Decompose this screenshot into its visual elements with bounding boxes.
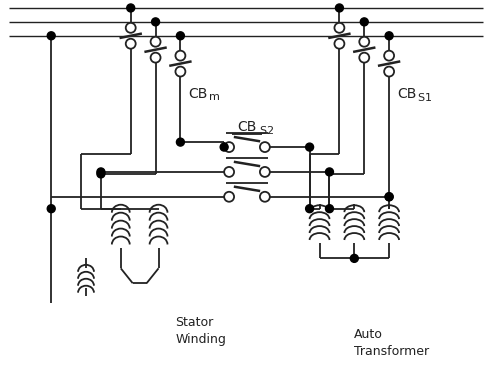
Text: Stator
Winding: Stator Winding (176, 316, 226, 346)
Circle shape (384, 67, 394, 76)
Circle shape (385, 32, 393, 40)
Circle shape (224, 167, 234, 177)
Circle shape (260, 142, 270, 152)
Circle shape (385, 193, 393, 201)
Circle shape (176, 51, 185, 61)
Circle shape (224, 142, 234, 152)
Circle shape (97, 170, 105, 178)
Text: $\mathregular{m}$: $\mathregular{m}$ (208, 92, 220, 102)
Circle shape (126, 39, 136, 49)
Circle shape (152, 18, 159, 26)
Circle shape (306, 205, 313, 213)
Circle shape (177, 138, 184, 146)
Circle shape (359, 37, 369, 47)
Circle shape (97, 168, 105, 176)
Circle shape (335, 23, 344, 33)
Circle shape (224, 192, 234, 202)
Circle shape (326, 205, 334, 213)
Text: $\mathregular{S2}$: $\mathregular{S2}$ (259, 124, 274, 136)
Circle shape (127, 4, 135, 12)
Circle shape (360, 18, 368, 26)
Circle shape (126, 23, 136, 33)
Text: CB: CB (237, 120, 256, 134)
Circle shape (177, 32, 184, 40)
Circle shape (335, 39, 344, 49)
Circle shape (47, 32, 55, 40)
Circle shape (260, 192, 270, 202)
Circle shape (47, 205, 55, 213)
Text: CB: CB (397, 87, 416, 101)
Circle shape (350, 254, 358, 262)
Circle shape (385, 193, 393, 201)
Circle shape (306, 143, 313, 151)
Text: $\mathregular{S1}$: $\mathregular{S1}$ (417, 92, 432, 103)
Circle shape (176, 67, 185, 76)
Circle shape (151, 37, 160, 47)
Circle shape (336, 4, 343, 12)
Circle shape (151, 53, 160, 63)
Circle shape (220, 143, 228, 151)
Circle shape (359, 53, 369, 63)
Text: Auto
Transformer: Auto Transformer (354, 328, 430, 358)
Circle shape (326, 168, 334, 176)
Circle shape (260, 167, 270, 177)
Circle shape (384, 51, 394, 61)
Text: CB: CB (188, 87, 208, 101)
